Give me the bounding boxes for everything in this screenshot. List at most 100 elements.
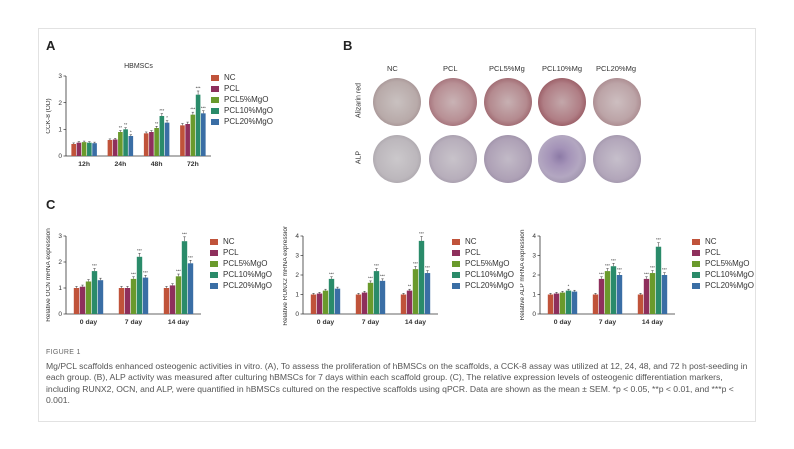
legend-entry: PCL5%MgO (452, 258, 514, 269)
plate-row-alp: ALP (355, 150, 363, 165)
figure-label: FIGURE 1 (46, 349, 81, 356)
bar (136, 256, 143, 314)
legend-swatch (452, 271, 460, 278)
significance-label: ** (408, 284, 412, 289)
legend-swatch (452, 282, 460, 289)
bar (334, 288, 341, 314)
plate-col-pcl5: PCL5%Mg (489, 64, 525, 73)
legend-entry: PCL10%MgO (452, 269, 514, 280)
plate-alp-pcl (429, 135, 477, 183)
bar (79, 286, 86, 314)
significance-label: *** (662, 267, 667, 272)
bar (112, 139, 118, 156)
figure-caption: FIGURE 1 Mg/PCL scaffolds enhanced osteo… (46, 347, 751, 407)
legend-entry: PCL (210, 247, 272, 258)
x-tick-label: 14 day (642, 319, 663, 326)
plate-alp-pcl10 (538, 135, 586, 183)
legend-swatch (210, 238, 218, 245)
legend-label: PCL10%MgO (223, 270, 272, 279)
bar (97, 280, 104, 314)
y-tick-label: 4 (295, 233, 299, 240)
x-tick-label: 48h (151, 161, 163, 168)
bar (643, 278, 650, 314)
legend-label: PCL5%MgO (224, 95, 269, 104)
legend-swatch (211, 74, 219, 81)
plate-col-pcl20: PCL20%Mg (596, 64, 637, 73)
legend-entry: PCL20%MgO (210, 280, 272, 291)
significance-label: ** (119, 125, 123, 130)
significance-label: *** (413, 261, 418, 266)
panel-label-c: C (46, 197, 56, 212)
x-tick-label: 24h (115, 161, 127, 168)
significance-label: * (130, 129, 132, 134)
bar (185, 124, 190, 156)
x-tick-label: 7 day (125, 319, 143, 326)
x-tick-label: 14 day (405, 319, 426, 326)
bar (71, 144, 76, 156)
bar (175, 276, 182, 314)
x-tick-label: 7 day (599, 319, 617, 326)
caption-text: Mg/PCL scaffolds enhanced osteogenic act… (46, 360, 748, 406)
bar (118, 288, 125, 314)
legend-entry: PCL20%MgO (211, 116, 273, 127)
x-tick-label: 12h (78, 161, 90, 168)
bar (661, 275, 668, 314)
legend-c-ocn: NC PCL PCL5%MgO PCL10%MgO PCL20%MgO (210, 236, 272, 291)
y-axis-label: Relative RUNX2 mRNA expression (283, 226, 289, 326)
y-tick-label: 3 (58, 233, 62, 240)
x-tick-label: 0 day (554, 319, 572, 326)
plate-alizarin-pcl5 (484, 78, 532, 126)
significance-label: *** (329, 271, 334, 276)
y-tick-label: 2 (58, 100, 62, 107)
legend-entry: PCL20%MgO (452, 280, 514, 291)
legend-entry: PCL10%MgO (210, 269, 272, 280)
plate-alizarin-pcl20 (593, 78, 641, 126)
bar (130, 278, 137, 314)
ocn-chart: 0 1 2 3 Relative OCN mRNA expression *** 0 day… (46, 228, 201, 326)
plate-col-nc: NC (387, 64, 398, 73)
bar (571, 291, 578, 314)
legend-entry: PCL5%MgO (692, 258, 754, 269)
bar (163, 288, 170, 314)
bar (91, 271, 98, 314)
bar (195, 94, 201, 156)
bar (565, 290, 572, 314)
legend-swatch (210, 249, 218, 256)
bar (143, 133, 149, 156)
x-tick-label: 72h (187, 161, 199, 168)
legend-entry: PCL (692, 247, 754, 258)
legend-swatch (211, 85, 219, 92)
plate-col-pcl10: PCL10%Mg (542, 64, 583, 73)
bar (76, 142, 82, 156)
y-tick-label: 3 (58, 73, 62, 80)
bar (92, 143, 97, 156)
legend-label: PCL20%MgO (224, 117, 273, 126)
bar (355, 294, 362, 314)
chart-title: HBMSCs (124, 63, 153, 70)
legend-swatch (692, 249, 700, 256)
bar (164, 122, 170, 156)
y-axis-label: Relative ALP mRNA expression (520, 229, 526, 320)
figure-frame (38, 28, 756, 422)
significance-label: *** (419, 231, 424, 236)
y-tick-label: 3 (295, 253, 299, 260)
significance-label: *** (92, 263, 97, 268)
significance-label: * (568, 284, 570, 289)
y-tick-label: 0 (58, 311, 62, 318)
bar (190, 114, 196, 156)
bar (124, 288, 131, 314)
plate-col-pcl: PCL (443, 64, 458, 73)
bar (655, 246, 662, 314)
bar (412, 269, 419, 314)
significance-label: *** (176, 269, 181, 274)
legend-entry: PCL10%MgO (692, 269, 754, 280)
plate-alp-nc (373, 135, 421, 183)
bar (367, 282, 374, 314)
bar (610, 266, 617, 314)
bar (181, 241, 188, 314)
bar (201, 113, 206, 156)
significance-label: *** (196, 85, 201, 90)
plate-alp-pcl20 (593, 135, 641, 183)
significance-label: *** (656, 237, 661, 242)
alp-chart: 0 1 2 3 4 Relative ALP mRNA expression * 0 day *… (520, 229, 675, 326)
